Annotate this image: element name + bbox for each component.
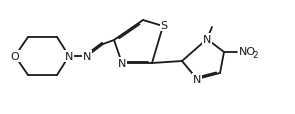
Text: O: O: [11, 52, 19, 61]
Text: N: N: [118, 58, 126, 68]
Text: S: S: [160, 21, 168, 31]
Text: 2: 2: [253, 51, 258, 60]
Text: N: N: [203, 35, 211, 45]
Text: N: N: [193, 74, 201, 84]
Text: N: N: [83, 52, 91, 61]
Text: N: N: [65, 52, 73, 61]
Text: NO: NO: [239, 47, 256, 57]
